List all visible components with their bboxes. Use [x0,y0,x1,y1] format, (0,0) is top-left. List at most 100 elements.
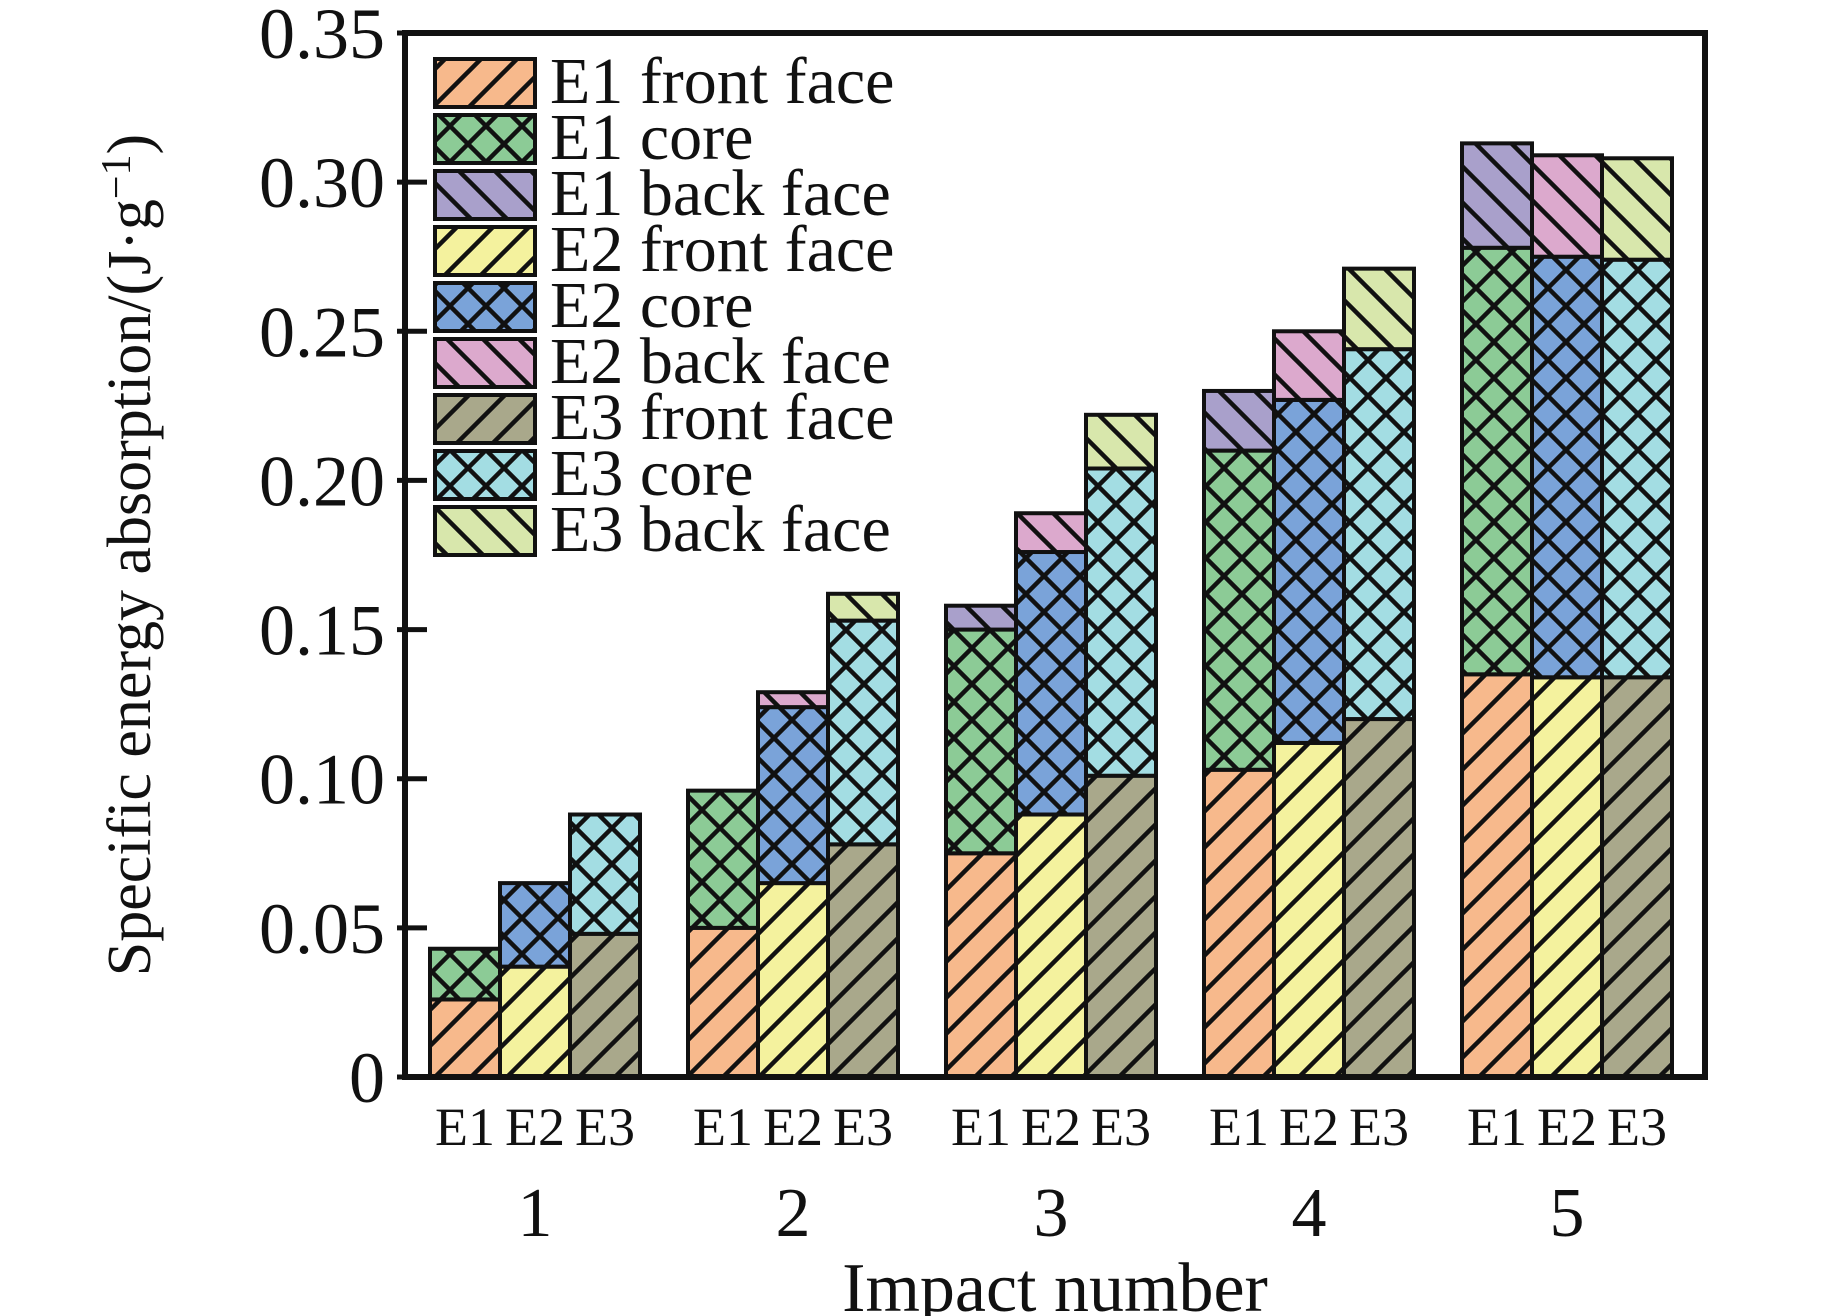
x-bar-label-E1-impact-2: E1 [693,1097,753,1157]
bar-segment-E1-core-impact-2 [686,788,760,930]
y-tick-label-0.30: 0.30 [259,143,385,223]
bar-segment-E1-front-impact-3 [944,851,1018,1079]
legend-item-E3-core: E3 core [433,437,753,510]
bar-segment-E2-core-impact-5 [1530,254,1604,680]
bar-segment-E3-back-impact-2 [826,591,900,623]
y-axis-title: Specific energy absorption/(J·g−1) [94,134,164,976]
legend-swatch-back [433,505,537,557]
bar-segment-E2-back-impact-5 [1530,153,1604,259]
bar-segment-E1-back-impact-5 [1460,141,1534,250]
legend-item-E1-front-face: E1 front face [433,45,894,118]
legend-label: E3 back face [550,493,891,566]
bar-segment-E2-front-impact-3 [1014,812,1088,1079]
bar-segment-E2-front-impact-2 [756,881,830,1079]
bar-segment-E3-core-impact-4 [1342,347,1416,722]
bar-segment-E1-front-impact-1 [428,997,502,1080]
plot-frame [402,30,1708,1080]
bar-segment-E2-core-impact-4 [1272,397,1346,745]
legend-item-E1-back-face: E1 back face [433,157,891,230]
x-bar-label-E3-impact-2: E3 [833,1097,893,1157]
legend-label: E3 front face [550,381,894,454]
x-axis-title: Impact number [842,1250,1268,1316]
x-bar-label-E2-impact-5: E2 [1537,1097,1597,1157]
x-bar-label-E2-impact-4: E2 [1279,1097,1339,1157]
bar-segment-E2-front-impact-5 [1530,675,1604,1079]
bar-segment-E2-front-impact-4 [1272,740,1346,1079]
x-group-label-2: 2 [776,1175,811,1252]
legend-swatch-front [433,225,537,277]
bar-segment-E1-core-impact-3 [944,627,1018,856]
legend-item-E2-front-face: E2 front face [433,213,894,286]
bar-segment-E2-back-impact-4 [1272,329,1346,402]
x-bar-label-E3-impact-5: E3 [1607,1097,1667,1157]
x-bar-label-E1-impact-3: E1 [951,1097,1011,1157]
y-tick-label-0.15: 0.15 [259,591,385,671]
x-bar-label-E3-impact-3: E3 [1091,1097,1151,1157]
legend-swatch-front [433,393,537,445]
bar-segment-E1-core-impact-1 [428,946,502,1002]
bar-segment-E1-back-impact-3 [944,603,1018,632]
bar-segment-E3-front-impact-5 [1600,675,1674,1079]
legend-item-E2-back-face: E2 back face [433,325,891,398]
bar-segment-E3-back-impact-3 [1084,412,1158,471]
bar-segment-E2-core-impact-1 [498,881,572,969]
bars-group [428,141,1674,1080]
bar-segment-E1-core-impact-5 [1460,245,1534,677]
legend-swatch-core [433,449,537,501]
y-tick-label-0.10: 0.10 [259,740,385,820]
bar-segment-E3-core-impact-3 [1084,466,1158,778]
x-bar-label-E2-impact-2: E2 [763,1097,823,1157]
x-bar-label-E2-impact-3: E2 [1021,1097,1081,1157]
bar-segment-E3-core-impact-1 [568,812,642,936]
legend-label: E2 back face [550,325,891,398]
legend-item-E3-back-face: E3 back face [433,493,891,566]
bar-segment-E2-front-impact-1 [498,964,572,1079]
y-tick-label-0.25: 0.25 [259,292,385,372]
x-bar-label-E1-impact-5: E1 [1467,1097,1527,1157]
bar-segment-E1-front-impact-2 [686,925,760,1079]
legend-swatch-back [433,337,537,389]
legend-label: E3 core [550,437,753,510]
legend-swatch-front [433,57,537,109]
y-tick-label-0: 0 [349,1038,385,1118]
bar-segment-E2-back-impact-2 [756,690,830,710]
legend-item-E2-core: E2 core [433,269,753,342]
bar-segment-E3-back-impact-4 [1342,266,1416,352]
bar-segment-E3-front-impact-2 [826,842,900,1080]
y-tick-label-0.05: 0.05 [259,889,385,969]
x-group-label-5: 5 [1550,1175,1585,1252]
legend-swatch-core [433,281,537,333]
legend-swatch-core [433,113,537,165]
bar-segment-E1-front-impact-4 [1202,767,1276,1079]
bar-segment-E3-back-impact-5 [1600,156,1674,262]
x-group-label-1: 1 [518,1175,553,1252]
x-bar-label-E2-impact-1: E2 [505,1097,565,1157]
y-tick-label-0.35: 0.35 [259,0,385,74]
legend-label: E1 back face [550,157,891,230]
legend-label: E1 core [550,101,753,174]
bar-segment-E3-core-impact-2 [826,618,900,847]
bar-segment-E1-front-impact-5 [1460,672,1534,1079]
bar-segment-E2-core-impact-3 [1014,550,1088,817]
x-bar-label-E1-impact-1: E1 [435,1097,495,1157]
bar-segment-E2-back-impact-3 [1014,511,1088,555]
x-bar-label-E3-impact-1: E3 [575,1097,635,1157]
x-group-label-3: 3 [1034,1175,1069,1252]
x-bar-label-E1-impact-4: E1 [1209,1097,1269,1157]
bar-segment-E3-front-impact-4 [1342,717,1416,1079]
legend-item-E1-core: E1 core [433,101,753,174]
y-tick-label-0.20: 0.20 [259,441,385,521]
legend-swatch-back [433,169,537,221]
legend-item-E3-front-face: E3 front face [433,381,894,454]
bar-segment-E1-core-impact-4 [1202,448,1276,772]
bar-segment-E3-front-impact-3 [1084,773,1158,1080]
x-bar-label-E3-impact-4: E3 [1349,1097,1409,1157]
bar-segment-E3-front-impact-1 [568,931,642,1080]
bar-segment-E2-core-impact-2 [756,705,830,886]
x-group-label-4: 4 [1292,1175,1327,1252]
bar-segment-E3-core-impact-5 [1600,257,1674,680]
